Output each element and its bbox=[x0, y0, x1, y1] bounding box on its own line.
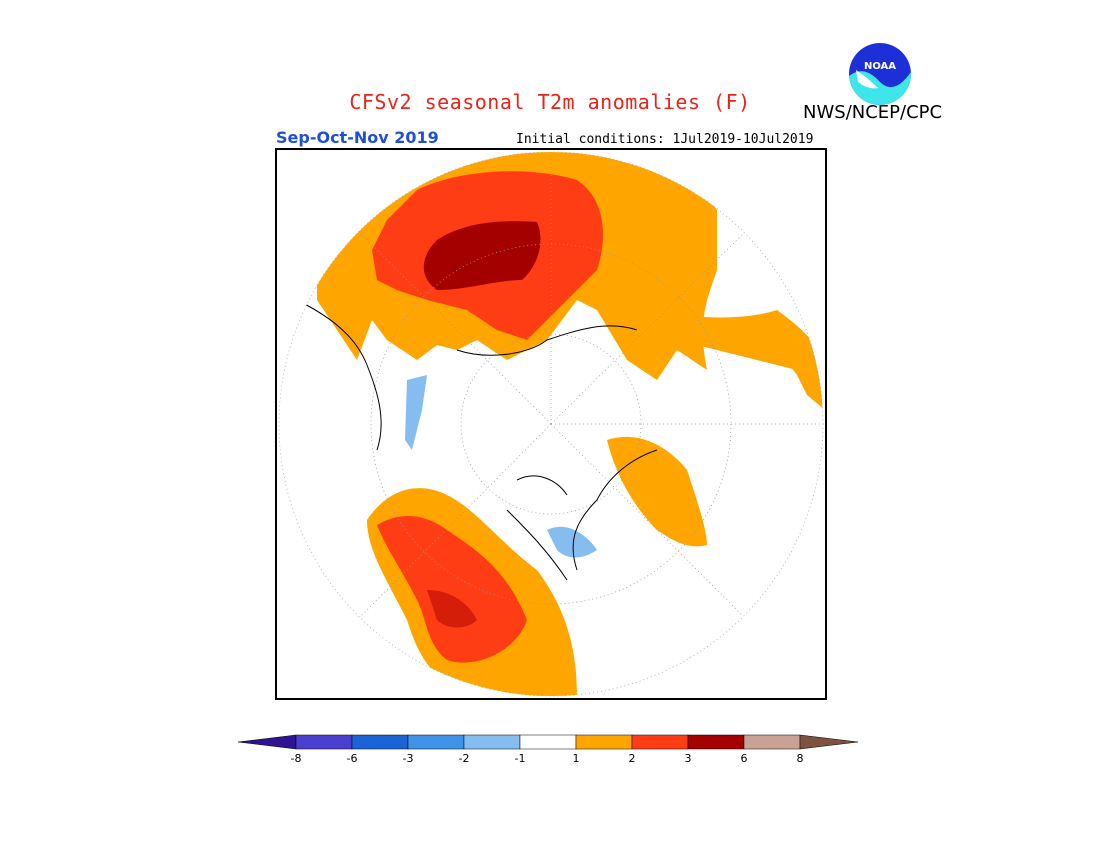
colorbar-segment bbox=[463, 734, 521, 750]
colorbar-segment bbox=[519, 734, 577, 750]
colorbar-tick-label: -8 bbox=[290, 752, 302, 765]
colorbar-tick-label: 6 bbox=[740, 752, 748, 765]
colorbar-tick-label: -2 bbox=[458, 752, 470, 765]
colorbar-tick-label: -6 bbox=[346, 752, 358, 765]
season-label: Sep-Oct-Nov 2019 bbox=[276, 128, 439, 147]
colorbar-svg bbox=[237, 734, 859, 750]
noaa-logo-text: NOAA bbox=[864, 61, 896, 72]
anomaly-region-north-america-darkred bbox=[427, 590, 477, 628]
noaa-logo-icon: NOAA bbox=[848, 42, 912, 106]
colorbar-segment bbox=[407, 734, 465, 750]
anomaly-region-cool-siberia bbox=[405, 375, 427, 450]
colorbar-tick-label: 1 bbox=[572, 752, 580, 765]
colorbar-tick-label: -3 bbox=[402, 752, 414, 765]
colorbar-segment bbox=[687, 734, 745, 750]
coastline bbox=[296, 299, 658, 581]
colorbar-segment bbox=[743, 734, 801, 750]
colorbar-arrow-left bbox=[237, 734, 297, 750]
map-title: CFSv2 seasonal T2m anomalies (F) bbox=[349, 90, 751, 114]
colorbar-arrow-right bbox=[799, 734, 859, 750]
colorbar-tick-label: 3 bbox=[684, 752, 692, 765]
colorbar bbox=[237, 733, 862, 755]
anomaly-region-east-asia-orange bbox=[777, 310, 823, 410]
colorbar-segment bbox=[351, 734, 409, 750]
polar-map-frame bbox=[275, 148, 827, 700]
colorbar-segment bbox=[631, 734, 689, 750]
colorbar-tick-label: 8 bbox=[796, 752, 804, 765]
initial-conditions-label: Initial conditions: 1Jul2019-10Jul2019 bbox=[516, 132, 814, 147]
anomaly-region-cool-arctic bbox=[547, 526, 597, 558]
polar-map bbox=[278, 151, 824, 697]
anomaly-region-north-america-red bbox=[377, 515, 527, 663]
colorbar-tick-label: -1 bbox=[514, 752, 526, 765]
anomaly-region-greenland-orange bbox=[607, 436, 707, 547]
colorbar-segment bbox=[575, 734, 633, 750]
organization-label: NWS/NCEP/CPC bbox=[803, 102, 943, 123]
colorbar-segment bbox=[295, 734, 353, 750]
colorbar-tick-label: 2 bbox=[628, 752, 636, 765]
